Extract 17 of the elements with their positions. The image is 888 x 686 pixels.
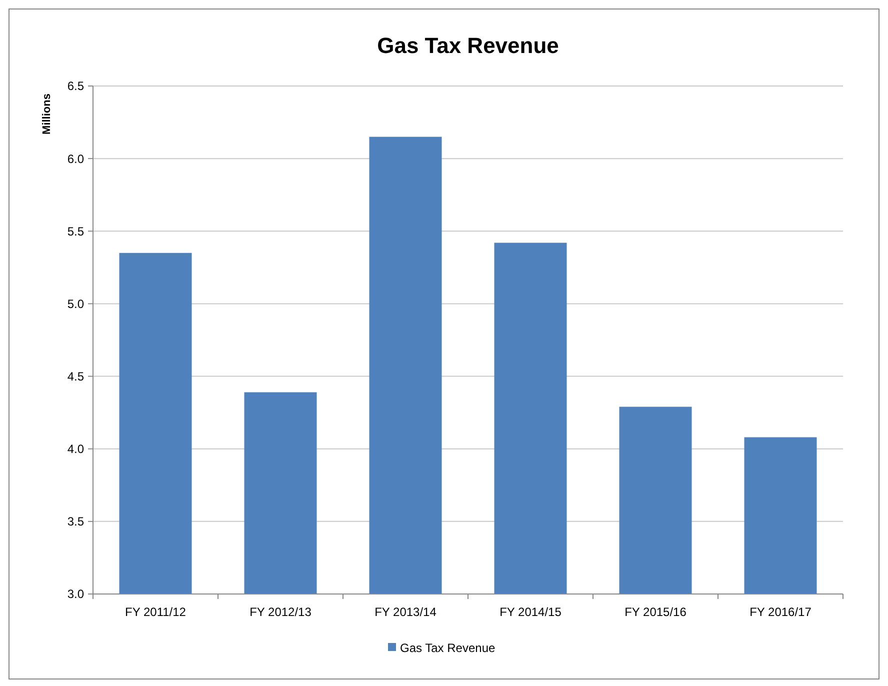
x-tick-label: FY 2014/15 xyxy=(500,605,562,619)
y-tick-label: 5.0 xyxy=(67,296,84,311)
x-tick-label: FY 2016/17 xyxy=(750,605,812,619)
x-tick-label: FY 2015/16 xyxy=(624,605,687,619)
y-tick-label: 4.5 xyxy=(67,369,84,384)
y-tick-label: 5.5 xyxy=(67,224,84,238)
y-tick-label: 6.5 xyxy=(67,79,84,94)
x-tick-label: FY 2013/14 xyxy=(374,605,437,619)
y-tick-label: 3.0 xyxy=(67,587,84,602)
x-tick-label: FY 2012/13 xyxy=(250,605,312,619)
y-tick-label: 6.0 xyxy=(67,152,84,166)
legend-label: Gas Tax Revenue xyxy=(400,641,496,656)
y-axis-title: Millions xyxy=(41,94,53,134)
y-tick-label: 4.0 xyxy=(67,442,84,456)
x-tick-label: FY 2011/12 xyxy=(125,605,186,619)
chart-title: Gas Tax Revenue xyxy=(377,33,559,58)
y-tick-label: 3.5 xyxy=(67,514,84,529)
